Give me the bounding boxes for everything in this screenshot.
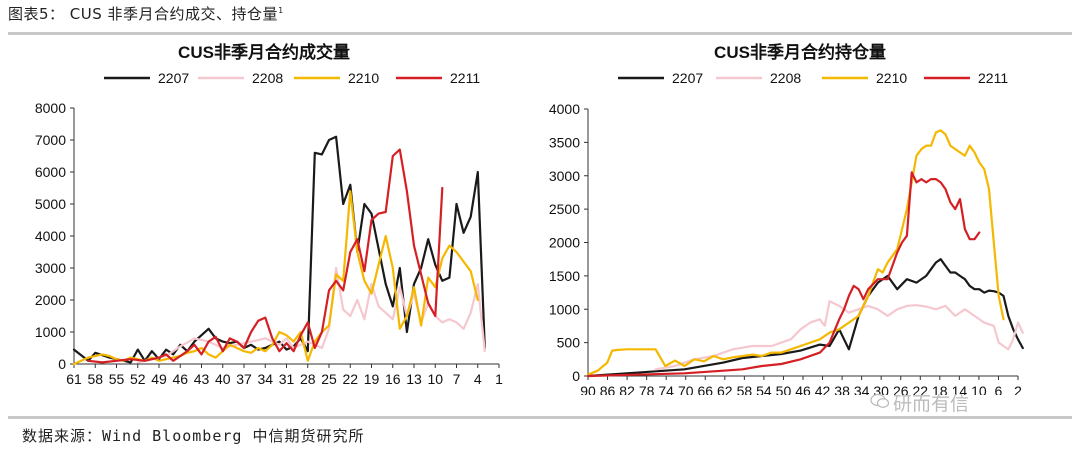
y-tick-label: 4000 [549,101,580,117]
x-tick-label: 74 [658,383,674,395]
x-tick-label: 2 [1014,383,1022,395]
x-tick-label: 16 [385,371,401,387]
x-tick-label: 34 [854,383,870,395]
x-tick-label: 22 [342,371,358,387]
legend-label-2207: 2207 [672,70,703,86]
bottom-divider [8,416,1072,419]
y-tick-label: 500 [557,335,581,351]
legend-label-2208: 2208 [252,70,283,86]
x-tick-label: 46 [172,371,188,387]
legend-label-2210: 2210 [876,70,907,86]
x-tick-label: 70 [678,383,694,395]
footnote-mark: 1 [278,6,284,15]
y-tick-label: 2500 [549,201,580,217]
x-tick-label: 43 [194,371,210,387]
y-tick-label: 2000 [35,292,66,308]
legend-label-2211: 2211 [978,70,1008,86]
y-tick-label: 3000 [549,168,580,184]
series-line-2211 [87,148,444,364]
x-tick-label: 13 [406,371,422,387]
legend-label-2210: 2210 [348,70,379,86]
x-tick-label: 10 [971,383,987,395]
y-tick-label: 0 [58,356,66,372]
y-tick-label: 7000 [35,132,66,148]
y-tick-label: 8000 [35,100,66,116]
x-tick-label: 54 [756,383,772,395]
x-tick-label: 30 [873,383,889,395]
x-tick-label: 38 [834,383,850,395]
top-divider [8,32,1072,35]
x-tick-label: 62 [717,383,733,395]
x-tick-label: 18 [932,383,948,395]
x-tick-label: 78 [639,383,655,395]
y-tick-label: 5000 [35,196,66,212]
x-tick-label: 1 [495,371,503,387]
chart-title: CUS非季月合约成交量 [178,42,350,62]
x-tick-label: 58 [737,383,753,395]
x-tick-label: 7 [453,371,461,387]
legend-label-2207: 2207 [158,70,189,86]
series-line-2210 [586,129,1005,376]
x-tick-label: 4 [474,371,482,387]
x-tick-label: 61 [66,371,82,387]
x-tick-label: 28 [300,371,316,387]
series-line-2208 [654,300,1024,371]
x-tick-label: 90 [580,383,596,395]
x-tick-label: 6 [995,383,1003,395]
x-tick-label: 10 [427,371,443,387]
x-tick-label: 50 [776,383,792,395]
x-tick-label: 19 [364,371,380,387]
x-tick-label: 58 [87,371,103,387]
y-tick-label: 3500 [549,134,580,150]
y-tick-label: 1000 [549,301,580,317]
y-tick-label: 1500 [549,268,580,284]
y-tick-label: 1000 [35,324,66,340]
x-tick-label: 46 [795,383,811,395]
x-tick-label: 52 [130,371,146,387]
y-tick-label: 4000 [35,228,66,244]
x-tick-label: 25 [321,371,337,387]
series-line-2211 [586,171,981,378]
watermark: 研而有信 [893,393,970,415]
x-tick-label: 31 [279,371,295,387]
legend-label-2211: 2211 [450,70,480,86]
x-tick-label: 86 [600,383,616,395]
series-line-2207 [72,135,486,364]
wechat-icon [870,393,890,408]
x-tick-label: 40 [215,371,231,387]
chart-title: CUS非季月合约持仓量 [714,42,886,62]
x-tick-label: 66 [697,383,713,395]
x-tick-label: 22 [912,383,928,395]
y-tick-label: 2000 [549,235,580,251]
y-tick-label: 3000 [35,260,66,276]
source-note: 数据来源：Wind Bloomberg 中信期货研究所 [22,427,365,445]
figure-title: 图表5： CUS 非季月合约成交、持仓量1 [8,3,284,24]
y-tick-label: 6000 [35,164,66,180]
x-tick-label: 37 [236,371,252,387]
figure-title-text: 图表5： CUS 非季月合约成交、持仓量 [8,5,279,23]
x-tick-label: 34 [257,371,273,387]
x-tick-label: 26 [893,383,909,395]
y-tick-label: 0 [572,368,580,384]
x-tick-label: 82 [619,383,635,395]
x-tick-label: 49 [151,371,167,387]
x-tick-label: 55 [109,371,125,387]
legend-label-2208: 2208 [770,70,801,86]
series-line-2207 [586,258,1024,378]
x-tick-label: 14 [952,383,968,395]
x-tick-label: 42 [815,383,831,395]
series-line-2208 [136,266,486,364]
